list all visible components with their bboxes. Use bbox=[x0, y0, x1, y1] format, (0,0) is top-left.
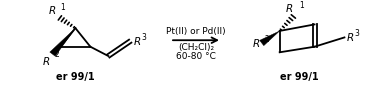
Text: Pt(II) or Pd(II): Pt(II) or Pd(II) bbox=[166, 27, 226, 36]
Text: 3: 3 bbox=[355, 29, 359, 38]
Text: $R$: $R$ bbox=[48, 4, 56, 16]
Text: er 99/1: er 99/1 bbox=[56, 72, 95, 82]
Text: $R$: $R$ bbox=[346, 31, 355, 43]
Text: $R$: $R$ bbox=[42, 55, 51, 67]
Polygon shape bbox=[260, 31, 280, 46]
Text: 60-80 °C: 60-80 °C bbox=[176, 52, 216, 61]
Text: 2: 2 bbox=[265, 35, 270, 44]
Text: 2: 2 bbox=[54, 50, 59, 59]
Text: 1: 1 bbox=[60, 3, 65, 12]
Text: $R$: $R$ bbox=[285, 2, 294, 14]
Text: 1: 1 bbox=[300, 1, 304, 10]
Text: $R$: $R$ bbox=[133, 35, 141, 47]
Polygon shape bbox=[50, 28, 76, 56]
Text: 3: 3 bbox=[141, 33, 146, 42]
Text: (CH₂Cl)₂: (CH₂Cl)₂ bbox=[178, 43, 214, 52]
Text: er 99/1: er 99/1 bbox=[280, 72, 319, 82]
Text: $R$: $R$ bbox=[251, 37, 260, 49]
